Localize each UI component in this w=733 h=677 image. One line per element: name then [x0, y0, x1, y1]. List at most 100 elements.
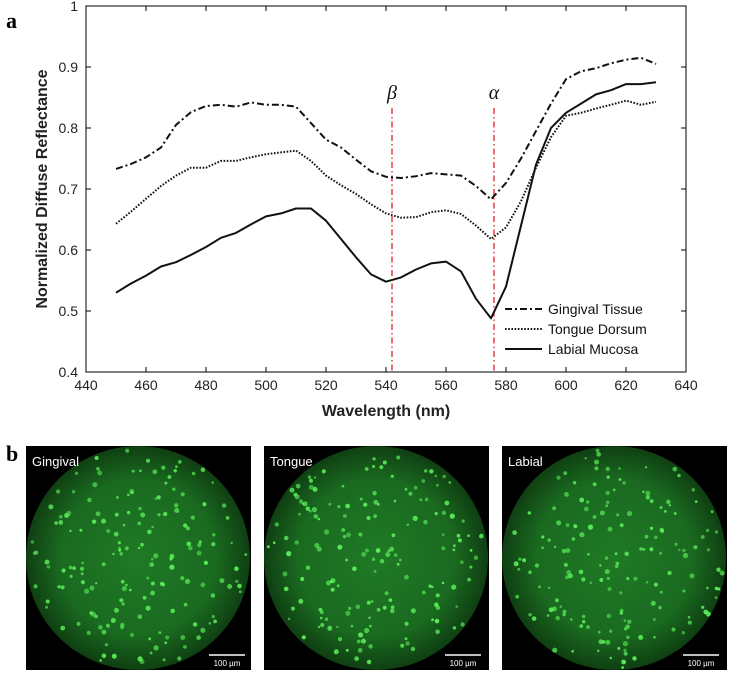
annotation-label: β — [386, 82, 397, 104]
x-tick-label: 560 — [434, 377, 458, 393]
cell-dot — [355, 604, 361, 610]
cell-dot — [408, 491, 413, 496]
cell-dot — [404, 487, 408, 491]
x-tick-label: 480 — [194, 377, 218, 393]
cell-dot — [412, 515, 418, 522]
cell-dot — [441, 581, 445, 585]
cell-dot — [364, 548, 369, 553]
cell-dot — [145, 605, 151, 611]
cell-dot — [370, 600, 374, 603]
cell-dot — [373, 499, 379, 505]
cell-dot — [419, 498, 423, 502]
cell-dot — [618, 467, 621, 470]
cell-dot — [341, 528, 346, 532]
cell-dot — [313, 476, 317, 479]
cell-dot — [605, 639, 611, 645]
cell-dot — [64, 513, 70, 518]
cell-dot — [121, 602, 125, 606]
cell-dot — [237, 583, 242, 589]
cell-dot — [618, 478, 622, 481]
cell-dot — [300, 576, 305, 582]
cell-dot — [548, 586, 551, 589]
cell-dot — [714, 596, 718, 599]
cell-dot — [125, 546, 129, 551]
cell-dot — [592, 515, 597, 519]
cell-dot — [180, 576, 185, 581]
cell-dot — [266, 545, 270, 549]
cell-dot — [716, 567, 721, 572]
cell-dot — [180, 492, 185, 497]
cell-dot — [161, 465, 166, 470]
cell-dot — [196, 635, 201, 640]
cell-dot — [178, 460, 182, 464]
cell-dot — [337, 505, 341, 509]
cell-dot — [375, 548, 381, 553]
y-axis-ticks: 0.4 0.5 0.6 0.7 0.8 0.9 1 — [59, 0, 686, 380]
cell-dot — [46, 565, 51, 569]
cell-dot — [601, 640, 606, 644]
cell-dot — [45, 605, 49, 609]
cell-dot — [421, 590, 426, 595]
cell-dot — [345, 503, 350, 509]
cell-dot — [79, 528, 83, 532]
cell-dot — [227, 584, 233, 589]
cell-dot — [609, 656, 612, 660]
cell-dot — [130, 632, 135, 638]
cell-dot — [373, 514, 377, 518]
cell-dot — [320, 622, 325, 628]
cell-dot — [619, 523, 624, 528]
cell-dot — [45, 599, 50, 604]
cell-dot — [467, 577, 471, 582]
cell-dot — [364, 467, 369, 471]
cell-dot — [682, 589, 686, 593]
cell-dot — [61, 568, 66, 573]
cell-dot — [196, 550, 202, 556]
cell-dot — [326, 580, 331, 586]
cell-dot — [584, 506, 589, 512]
x-axis-ticks: 440 460 480 500 520 540 560 580 600 620 640 — [74, 6, 698, 393]
cell-dot — [150, 590, 156, 596]
cell-dot — [105, 623, 110, 628]
cell-dot — [703, 609, 709, 615]
cell-dot — [379, 465, 384, 470]
cell-dot — [210, 593, 216, 598]
cell-dot — [30, 540, 35, 544]
cell-dot — [614, 552, 618, 556]
cell-dot — [556, 475, 561, 480]
cell-dot — [333, 649, 339, 655]
cell-dot — [649, 526, 654, 530]
cell-dot — [435, 629, 440, 635]
cell-dot — [175, 465, 178, 468]
cell-dot — [596, 452, 601, 457]
cell-dot — [192, 622, 198, 627]
y-tick-label: 0.8 — [59, 120, 79, 136]
cell-dot — [435, 605, 441, 610]
cell-dot — [627, 619, 632, 624]
scale-bar-label: 100 µm — [450, 659, 477, 668]
cell-dot — [424, 497, 429, 502]
cell-dot — [174, 508, 180, 513]
cell-dot — [368, 616, 371, 619]
cell-dot — [307, 475, 312, 479]
cell-dot — [348, 606, 352, 611]
cell-dot — [559, 605, 562, 608]
cell-dot — [366, 659, 372, 665]
cell-dot — [320, 610, 324, 614]
y-tick-label: 1 — [70, 0, 78, 14]
cell-dot — [373, 570, 377, 573]
cell-dot — [345, 610, 351, 616]
cell-dot — [621, 666, 624, 669]
cell-dot — [202, 502, 207, 507]
annotation-label: α — [489, 82, 500, 104]
cell-dot — [382, 460, 387, 465]
cell-dot — [592, 482, 597, 487]
cell-dot — [130, 490, 134, 495]
cell-dot — [678, 548, 681, 552]
cell-dot — [328, 502, 332, 506]
cell-dot — [309, 478, 313, 483]
cell-dot — [705, 528, 710, 533]
cell-dot — [376, 607, 381, 612]
cell-dot — [122, 523, 126, 527]
cell-dot — [390, 605, 395, 610]
